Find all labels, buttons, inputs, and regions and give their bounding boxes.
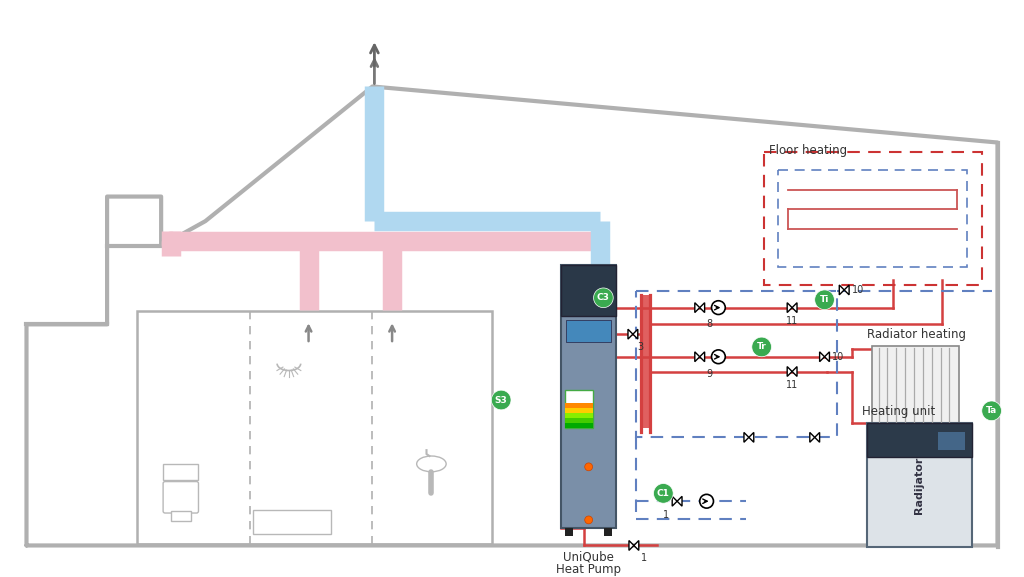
Bar [565,390,593,428]
Ellipse shape [417,456,446,472]
Text: C1: C1 [657,489,670,498]
Bar [565,413,593,418]
Polygon shape [810,432,815,442]
Bar [566,320,611,342]
Bar [565,418,593,422]
Bar [565,422,593,428]
Bar [565,403,593,408]
Polygon shape [793,366,797,376]
Text: 1: 1 [664,510,670,520]
Polygon shape [819,352,824,362]
Circle shape [653,484,673,503]
FancyBboxPatch shape [163,482,199,513]
Text: 10: 10 [833,352,845,362]
Circle shape [699,494,714,508]
Polygon shape [628,329,633,339]
Polygon shape [787,366,793,376]
Circle shape [585,463,593,471]
Polygon shape [744,432,749,442]
Text: Floor heating: Floor heating [769,144,847,158]
Polygon shape [677,496,682,506]
Circle shape [492,390,511,410]
Polygon shape [824,352,829,362]
Bar [163,464,199,479]
Polygon shape [672,496,677,506]
Polygon shape [629,541,634,550]
Text: Ta: Ta [986,406,997,415]
Bar [938,432,965,450]
Text: 9: 9 [707,369,713,379]
Text: Radijator: Radijator [914,456,925,514]
Polygon shape [699,303,705,313]
Circle shape [712,301,725,314]
Polygon shape [749,432,754,442]
Bar [641,295,649,428]
Bar [565,528,573,535]
Text: C3: C3 [597,293,610,302]
Text: UniQube: UniQube [563,550,614,563]
Circle shape [594,288,613,308]
Polygon shape [844,285,849,295]
Text: 11: 11 [786,316,799,327]
Circle shape [712,350,725,364]
Circle shape [752,337,771,357]
Bar [871,346,959,425]
Bar [604,528,612,535]
Text: 10: 10 [852,285,864,295]
Polygon shape [787,303,793,313]
Bar [561,265,616,316]
Bar [253,510,331,534]
Text: Heat Pump: Heat Pump [556,563,622,576]
Polygon shape [634,541,639,550]
Polygon shape [815,432,819,442]
Text: 8: 8 [707,320,713,329]
Circle shape [982,401,1001,421]
Text: Ti: Ti [820,295,829,304]
Circle shape [585,516,593,524]
Text: Heating unit: Heating unit [862,404,935,418]
Bar [565,408,593,413]
Polygon shape [699,352,705,362]
Circle shape [815,290,835,310]
Text: 1: 1 [641,553,647,563]
Bar [171,511,190,521]
Polygon shape [695,303,699,313]
Bar [866,422,972,548]
Text: Tr: Tr [757,342,767,351]
Bar [561,265,616,528]
Text: 11: 11 [786,380,799,391]
Polygon shape [695,352,699,362]
Text: Radiator heating: Radiator heating [866,328,966,341]
Polygon shape [793,303,797,313]
Bar [866,422,972,457]
Polygon shape [840,285,844,295]
Polygon shape [633,329,638,339]
Text: S3: S3 [495,395,508,404]
Text: 3: 3 [637,342,643,352]
